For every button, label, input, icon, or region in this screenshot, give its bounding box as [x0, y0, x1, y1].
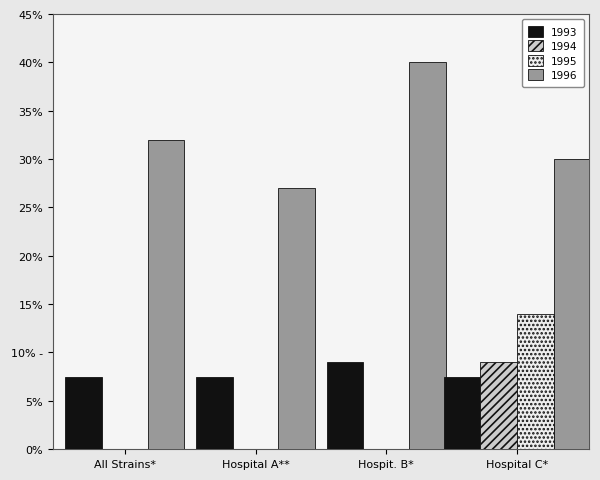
Bar: [481, 362, 517, 449]
Bar: [148, 141, 184, 449]
Bar: [554, 160, 590, 449]
Bar: [409, 63, 446, 449]
Bar: [517, 314, 554, 449]
Bar: [65, 377, 102, 449]
Bar: [278, 189, 315, 449]
Bar: [196, 377, 233, 449]
Bar: [444, 377, 481, 449]
Bar: [327, 362, 364, 449]
Legend: 1993, 1994, 1995, 1996: 1993, 1994, 1995, 1996: [522, 20, 584, 87]
